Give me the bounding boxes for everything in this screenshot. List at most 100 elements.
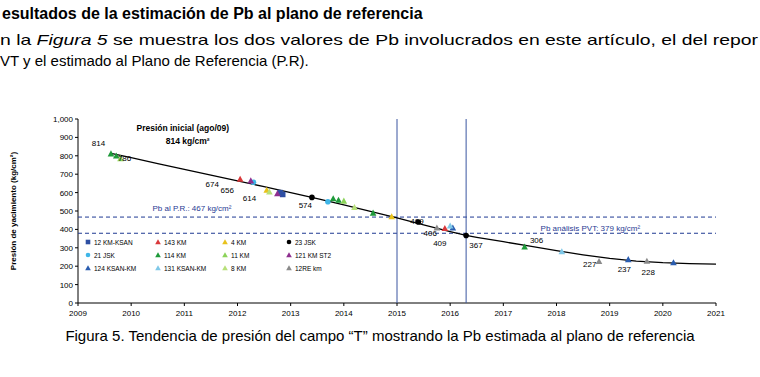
x-tick [78,303,79,306]
data-point [274,190,281,196]
annotation: 227 [583,260,597,269]
data-point [351,204,358,210]
y-tick-label: 200 [60,262,74,271]
annotation: 656 [220,186,234,195]
x-tick-label: 2020 [654,309,672,318]
x-tick [609,303,610,306]
legend-label: 12 KM-KSAN [94,239,133,246]
x-tick [290,303,291,306]
x-tick-label: 2017 [494,309,512,318]
y-tick-label: 1,000 [53,115,74,124]
x-tick [343,303,344,306]
y-tick-label: 600 [60,189,74,198]
legend-marker [286,265,292,270]
x-tick [237,303,238,306]
paragraph-text: VT y el estimado al Plano de Referencia … [0,52,309,69]
data-point [388,213,395,219]
data-point [266,188,273,194]
y-tick [75,137,78,138]
legend-label: 8 KM [231,265,246,272]
y-axis-label: Presión de yacimiento (kg/cm²) [9,152,18,271]
legend-label: 12RE km [295,265,322,272]
reference-line [397,119,398,303]
annotation: 814 kg/cm² [166,136,210,146]
paragraph-line: n la Figura 5 se muestra los dos valores… [0,31,758,48]
annotation: Presión inicial (ago/09) [136,123,229,133]
y-tick-label: 900 [60,133,74,142]
x-tick-label: 2009 [69,309,87,318]
annotation: 574 [299,201,313,210]
data-point [330,195,337,201]
data-point [559,248,566,254]
legend-marker [155,239,161,244]
annotation: 409 [433,239,447,248]
x-tick [184,303,185,306]
legend-marker [86,240,91,245]
data-point [670,259,677,265]
x-tick-label: 2014 [335,309,353,318]
paragraph-text: Figura 5 [37,31,109,48]
y-tick [75,174,78,175]
x-tick-label: 2019 [601,309,619,318]
data-point [370,210,377,216]
legend-marker [155,265,161,270]
x-tick [397,303,398,306]
annotation: 306 [530,236,544,245]
annotation: 237 [618,265,632,274]
data-point [108,150,115,156]
data-point [237,176,244,182]
y-tick-label: 700 [60,170,74,179]
trend-line [110,153,716,264]
x-tick [716,303,717,306]
legend-label: 114 KM [164,252,186,259]
x-tick-label: 2018 [548,309,566,318]
y-tick-label: 100 [60,281,74,290]
y-tick [75,247,78,248]
legend-label: 11 KM [231,252,249,259]
annotation: 674 [206,180,220,189]
paragraph-text: se muestra los dos valores de Pb involuc… [108,31,758,48]
data-point [644,258,651,264]
annotation: 367 [469,241,483,250]
y-tick [75,229,78,230]
x-tick [450,303,451,306]
x-tick-label: 2013 [282,309,300,318]
y-tick-label: 0 [69,299,74,308]
heading: esultados de la estimación de Pb al plan… [2,5,423,22]
data-point [596,258,603,264]
legend-label: 23 JSK [295,239,317,246]
x-tick-label: 2012 [229,309,247,318]
legend-label: 131 KSAN-KM [164,265,206,272]
plot-marks [78,119,716,303]
annotation: Pb al P.R.: 467 kg/cm² [152,204,231,213]
legend-label: 121 KM ST2 [295,252,332,259]
legend: 12 KM-KSAN143 KM4 KM23 JSK21 JSK114 KM11… [85,239,331,272]
legend-marker [85,265,91,270]
legend-label: 143 KM [164,239,186,246]
reference-line [466,119,467,303]
x-tick-label: 2010 [122,309,140,318]
legend-marker [222,265,228,270]
y-tick [75,266,78,267]
legend-marker [287,240,292,245]
legend-marker [286,252,292,257]
legend-label: 124 KSAN-KM [94,265,136,272]
y-tick-label: 500 [60,207,74,216]
annotation: 786 [118,154,132,163]
x-tick [503,303,504,306]
data-point [521,243,528,249]
annotation: 409 [410,217,424,226]
legend-marker [222,239,228,244]
background [0,0,760,377]
y-tick-label: 800 [60,152,74,161]
data-point [463,233,469,239]
data-point [280,192,286,198]
data-point [335,197,342,203]
annotation: 614 [243,194,257,203]
legend-marker [155,252,161,257]
paragraph-line: VT y el estimado al Plano de Referencia … [0,52,309,69]
data-point [447,222,454,228]
y-tick [75,211,78,212]
data-point [325,199,331,205]
y-tick-label: 300 [60,244,74,253]
